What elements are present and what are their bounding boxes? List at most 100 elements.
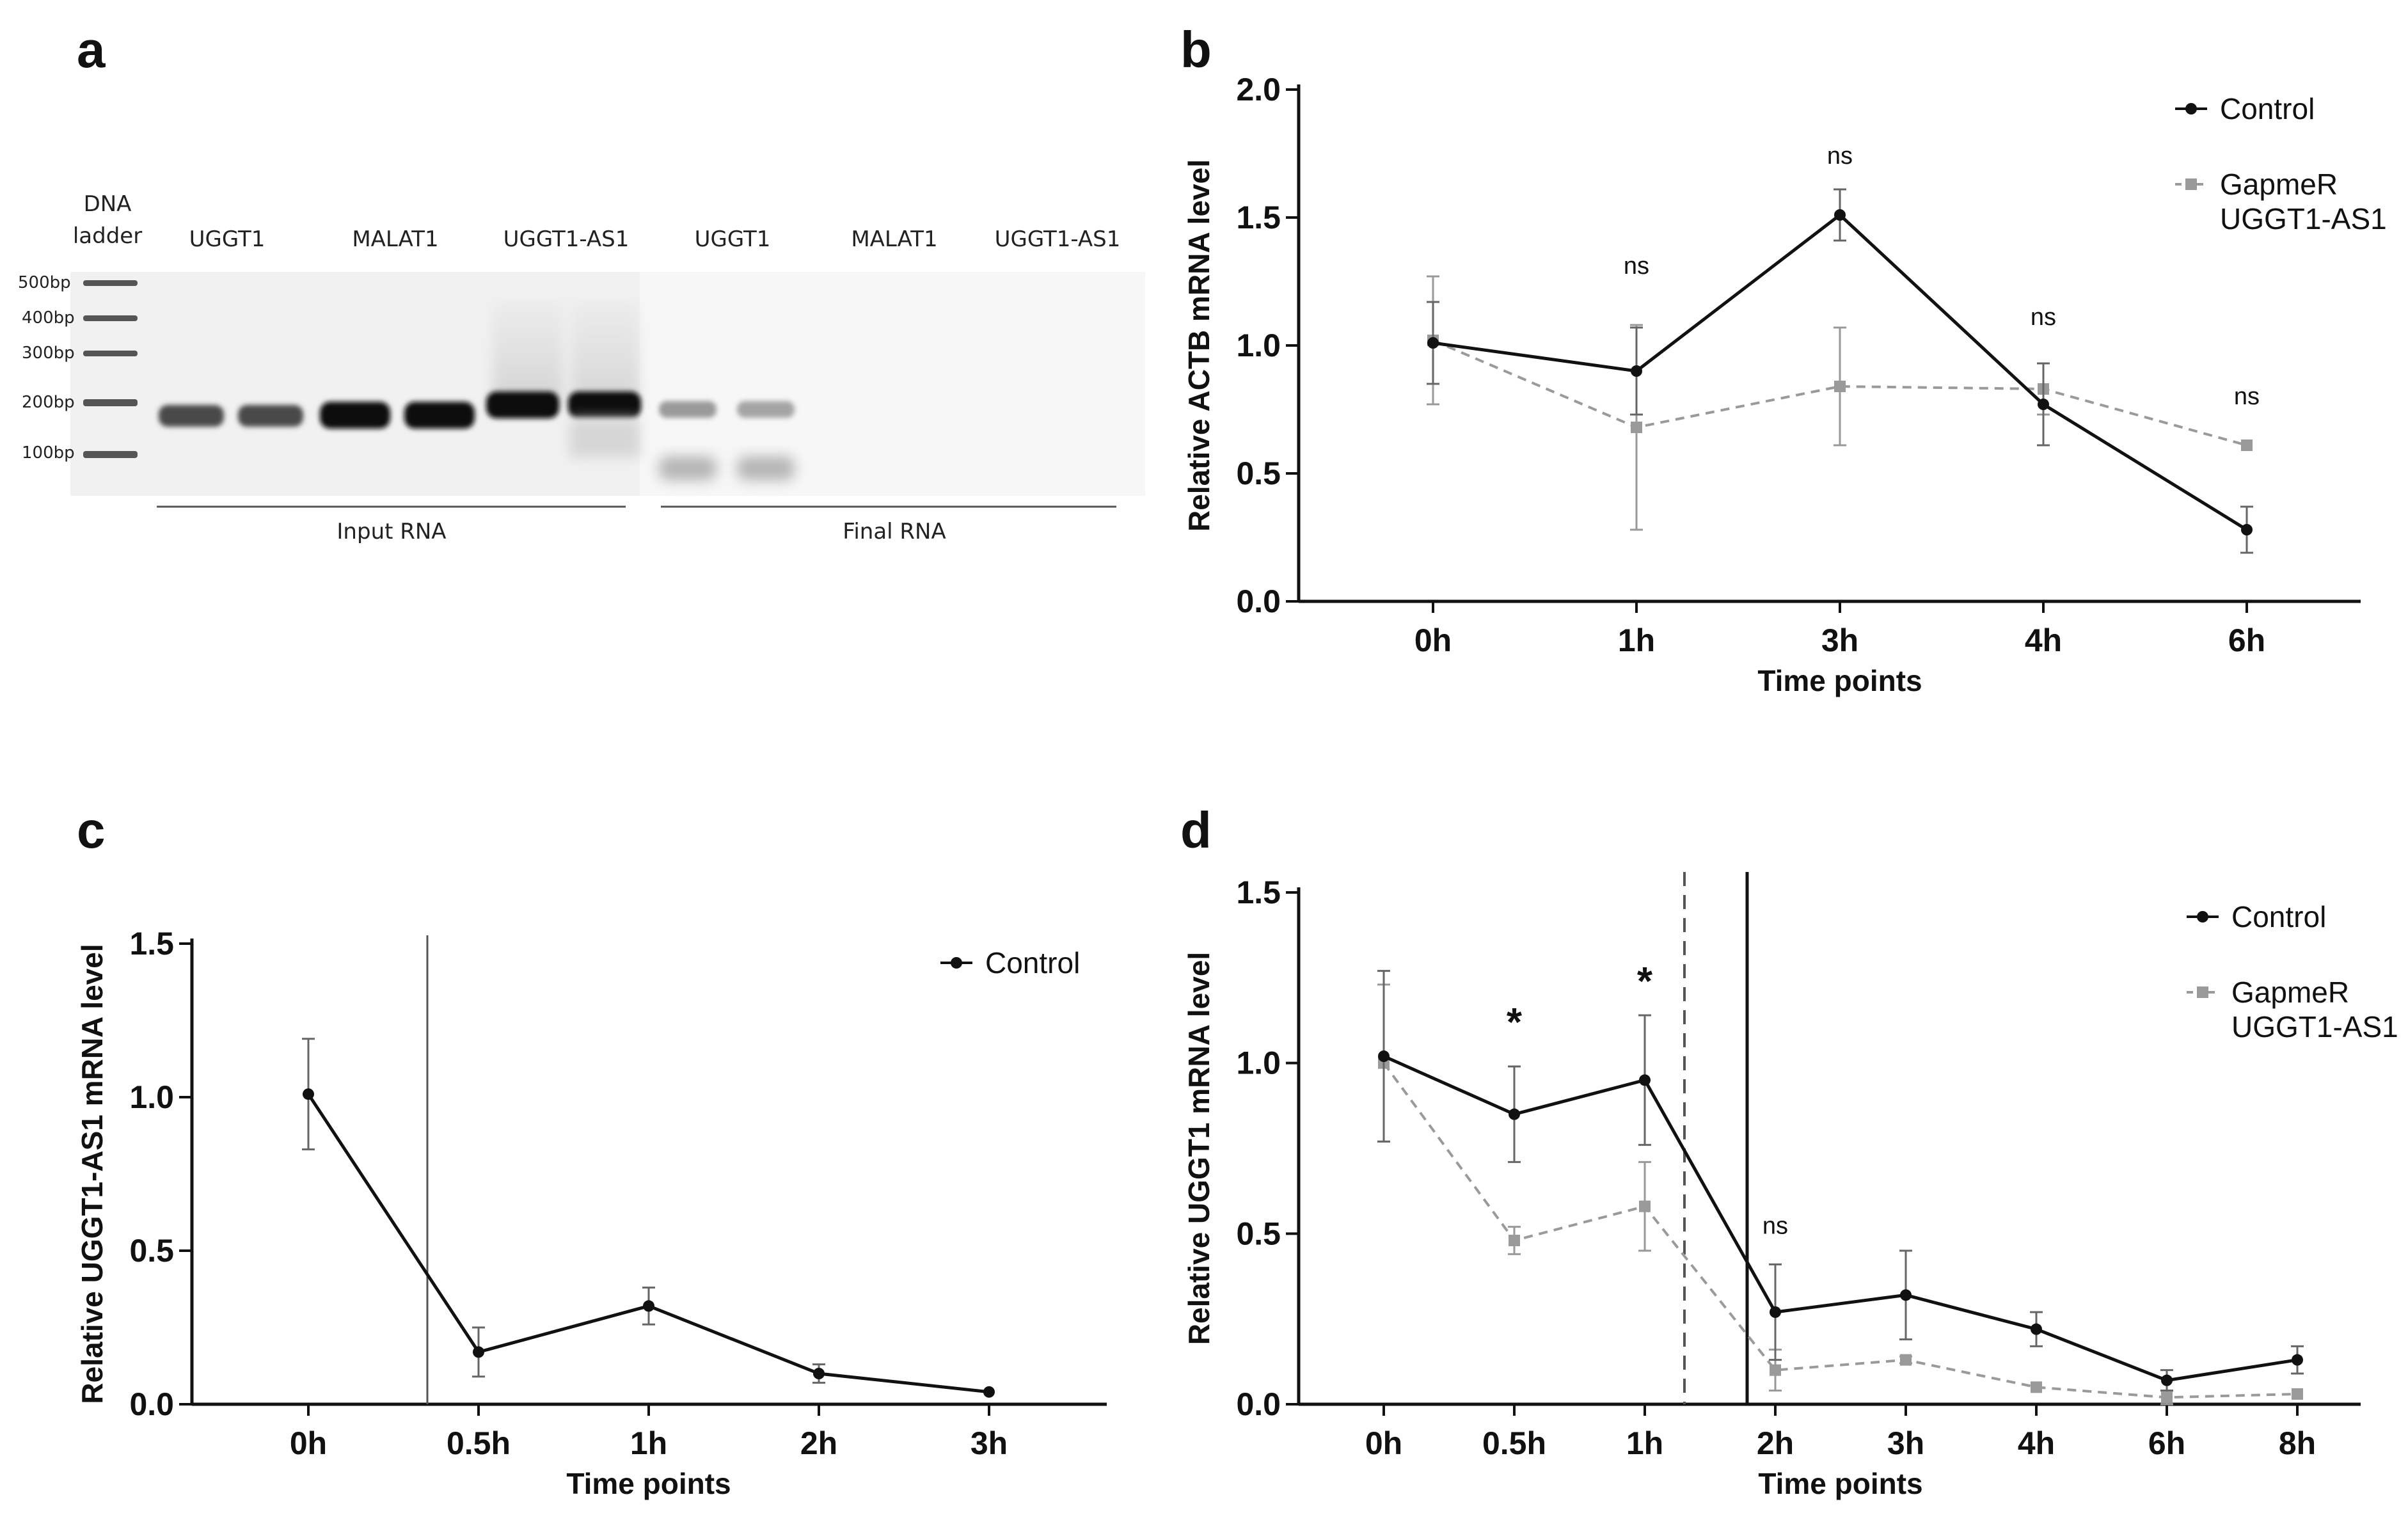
lane-label-input-malat1: MALAT1 (352, 226, 438, 252)
y-tick-label: 1.0 (1236, 1045, 1281, 1081)
significance-label: ns (2031, 304, 2056, 331)
legend-label: UGGT1-AS1 (2231, 1010, 2398, 1043)
panel-b-letter: b (1180, 21, 1212, 78)
y-axis-title: Relative UGGT1-AS1 mRNA level (75, 944, 109, 1404)
y-tick-label: 1.5 (129, 926, 174, 962)
x-tick-label: 0h (1414, 622, 1452, 658)
bp-label-500: 500bp (18, 273, 71, 292)
data-point-circle (2241, 524, 2253, 535)
y-tick-label: 0.0 (1236, 1386, 1281, 1422)
data-point-square (1770, 1364, 1781, 1376)
data-point-circle (643, 1300, 654, 1312)
series-control (1377, 970, 2304, 1392)
data-point-square (2031, 1381, 2042, 1393)
y-tick-label: 1.5 (1236, 200, 1281, 235)
input-rna-label: Input RNA (337, 519, 446, 544)
series-line (1382, 1062, 2298, 1399)
legend-marker-circle (2185, 103, 2197, 115)
lane-label-final-uggt1: UGGT1 (695, 226, 771, 252)
ladder-band (83, 451, 138, 458)
lane-label-final-uggt1-as1: UGGT1-AS1 (995, 226, 1121, 252)
data-point-circle (1427, 337, 1439, 349)
legend-label: GapmeR (2220, 168, 2338, 201)
bp-label-400: 400bp (22, 308, 75, 328)
ladder-band (83, 399, 138, 406)
y-tick-label: 0.5 (129, 1233, 174, 1269)
data-point-circle (2161, 1374, 2173, 1386)
data-point-circle (1378, 1050, 1390, 1062)
panel-c-letter: c (77, 802, 106, 859)
x-axis-title: Time points (1758, 1467, 1922, 1500)
data-point-circle (2031, 1323, 2042, 1335)
x-tick-label: 3h (1821, 622, 1858, 658)
x-tick-label: 0h (1365, 1425, 1402, 1461)
gel-band (737, 401, 795, 418)
data-point-square (2241, 440, 2253, 451)
series-control (1427, 188, 2253, 554)
gel-band (159, 405, 224, 427)
y-tick-label: 0.0 (129, 1386, 174, 1422)
y-tick-label: 1.0 (1236, 328, 1281, 363)
data-point-circle (2038, 399, 2049, 410)
legend-marker-circle (2197, 911, 2208, 923)
legend-label: Control (985, 946, 1080, 979)
x-tick-label: 1h (1626, 1425, 1663, 1461)
legend-label: GapmeR (2231, 976, 2349, 1009)
x-tick-label: 3h (970, 1425, 1008, 1461)
y-axis-title: Relative ACTB mRNA level (1182, 159, 1216, 532)
significance-label: ns (1827, 143, 1853, 170)
legend-marker-square (2185, 178, 2197, 190)
bp-label-300: 300bp (22, 344, 75, 363)
x-tick-label: 6h (2148, 1425, 2185, 1461)
gel-band (659, 401, 717, 418)
gel-band (659, 456, 717, 480)
series-control (302, 1038, 995, 1398)
data-point-circle (473, 1346, 484, 1358)
panel-a-gel: a DNA ladder 500bp 400bp 300bp 200bp 100… (18, 21, 1145, 544)
data-point-square (1509, 1235, 1520, 1246)
x-tick-label: 0.5h (1482, 1425, 1546, 1461)
y-axis-title: Relative UGGT1 mRNA level (1182, 952, 1216, 1345)
legend-label: Control (2231, 900, 2326, 933)
bp-label-200: 200bp (22, 393, 75, 412)
data-point-circle (1900, 1289, 1912, 1301)
x-tick-label: 4h (2018, 1425, 2055, 1461)
data-point-circle (1631, 365, 1642, 377)
significance-label: ns (2234, 383, 2260, 410)
lane-label-input-uggt1-as1: UGGT1-AS1 (503, 226, 630, 252)
gel-smear (569, 419, 640, 457)
gel-smear (571, 301, 639, 409)
x-axis-title: Time points (566, 1467, 731, 1500)
legend-label: Control (2220, 92, 2315, 125)
data-point-circle (1509, 1108, 1520, 1120)
data-point-circle (1639, 1074, 1651, 1086)
series-gapmer (1427, 275, 2253, 531)
chart-c: 0.0 0.5 1.0 1.5 0h 0.5h 1h 2h 3h Time points Relat… (75, 926, 1107, 1500)
significance-label: ns (1762, 1212, 1788, 1239)
x-tick-label: 2h (1757, 1425, 1794, 1461)
ladder-label-line2: ladder (73, 223, 142, 249)
gel-band (568, 392, 641, 418)
x-tick-label: 0h (290, 1425, 327, 1461)
chart-d: 0.0 0.5 1.0 1.5 0h 0.5h 1h 2h 3h 4h 6h 8h Time point… (1182, 872, 2398, 1500)
series-line (306, 1093, 990, 1394)
legend-marker-square (2197, 986, 2208, 998)
panel-d-letter: d (1180, 802, 1212, 859)
ladder-band (83, 280, 138, 286)
data-point-circle (2292, 1354, 2303, 1366)
data-point-circle (1770, 1306, 1781, 1318)
x-tick-label: 8h (2279, 1425, 2316, 1461)
significance-label: * (1507, 1001, 1523, 1045)
y-tick-label: 1.5 (1236, 875, 1281, 910)
ladder-bands (83, 280, 138, 458)
gel-band (486, 392, 559, 418)
data-point-square (1834, 381, 1846, 392)
x-tick-label: 1h (1618, 622, 1655, 658)
ladder-band (83, 315, 138, 321)
lane-label-input-uggt1: UGGT1 (189, 226, 265, 252)
y-tick-label: 0.0 (1236, 583, 1281, 619)
x-tick-label: 6h (2228, 622, 2265, 658)
data-point-square (1900, 1354, 1912, 1366)
data-point-circle (1834, 209, 1846, 221)
